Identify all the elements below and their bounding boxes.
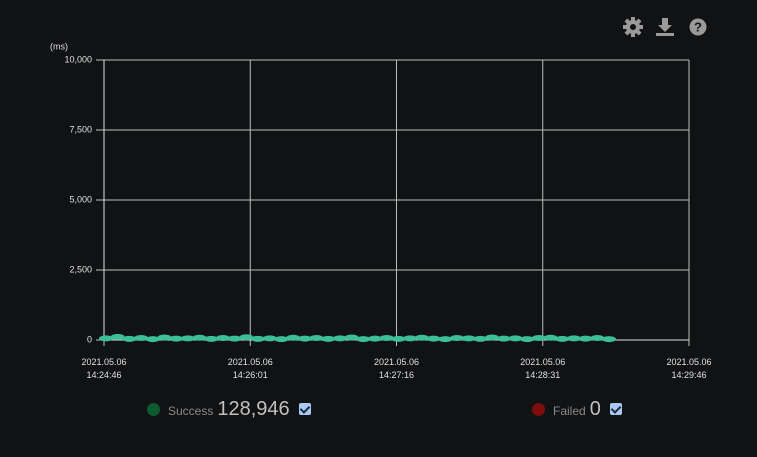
data-point: [414, 334, 429, 341]
legend-marker: [147, 402, 160, 416]
data-point: [134, 335, 149, 342]
x-tick-label: 2021.05.06 14:27:16: [373, 357, 420, 380]
data-point: [461, 335, 476, 342]
legend-checkbox[interactable]: [609, 403, 622, 415]
data-point: [180, 335, 195, 342]
x-tick-label: 2021.05.06 14:24:46: [81, 357, 127, 380]
data-point: [169, 335, 184, 342]
x-tick-label: 2021.05.06 14:26:01: [227, 357, 273, 380]
legend-success: Success 128,946: [147, 396, 311, 422]
data-point: [590, 335, 605, 342]
y-tick-label: 0: [87, 334, 92, 344]
data-point: [555, 335, 570, 342]
data-point: [332, 335, 347, 342]
help-icon[interactable]: ?: [689, 18, 707, 36]
data-point: [321, 335, 336, 342]
data-point: [204, 335, 219, 342]
data-point: [403, 335, 418, 342]
data-point: [215, 335, 230, 342]
download-icon[interactable]: [656, 18, 674, 36]
data-point: [531, 335, 546, 342]
y-tick-label: 5,000: [69, 194, 92, 204]
data-point: [309, 335, 324, 342]
data-point: [239, 334, 254, 341]
data-point: [157, 334, 172, 341]
legend-label: Failed: [553, 403, 586, 418]
y-axis-label: (ms): [50, 41, 68, 51]
svg-text:?: ?: [694, 19, 702, 34]
data-point: [496, 335, 511, 342]
data-point: [379, 335, 394, 342]
data-point: [485, 334, 500, 341]
legend-marker: [532, 402, 545, 416]
data-point: [438, 336, 453, 343]
data-point: [508, 335, 523, 342]
legend-count: 128,946: [217, 397, 290, 420]
x-tick-label: 2021.05.06 14:29:46: [666, 357, 712, 380]
data-point: [449, 335, 464, 342]
y-tick-label: 2,500: [69, 264, 92, 274]
y-tick-label: 7,500: [69, 124, 92, 134]
legend-failed: Failed 0: [532, 396, 622, 422]
x-tick-label: 2021.05.06 14:28:31: [520, 357, 566, 380]
data-point: [110, 333, 125, 340]
legend-count: 0: [589, 397, 601, 420]
data-point: [578, 335, 593, 342]
data-point: [286, 334, 301, 341]
data-point: [356, 336, 371, 343]
data-point: [391, 335, 406, 342]
data-point: [473, 335, 488, 342]
legend-label: Success: [168, 403, 214, 418]
legend-checkbox[interactable]: [298, 403, 311, 415]
data-point: [262, 335, 277, 342]
data-point: [98, 335, 113, 342]
data-point: [543, 334, 558, 341]
y-tick-label: 10,000: [64, 54, 92, 64]
data-point: [274, 336, 289, 343]
data-point: [192, 334, 207, 341]
data-point: [344, 334, 359, 341]
settings-icon[interactable]: [623, 17, 643, 37]
data-point: [520, 336, 535, 343]
data-point: [566, 335, 581, 342]
data-point: [426, 335, 441, 342]
data-point: [122, 335, 137, 342]
data-point: [297, 335, 312, 342]
data-point: [145, 336, 160, 343]
data-point: [251, 335, 266, 342]
data-point: [602, 336, 617, 343]
data-point: [368, 335, 383, 342]
data-point: [227, 335, 242, 342]
